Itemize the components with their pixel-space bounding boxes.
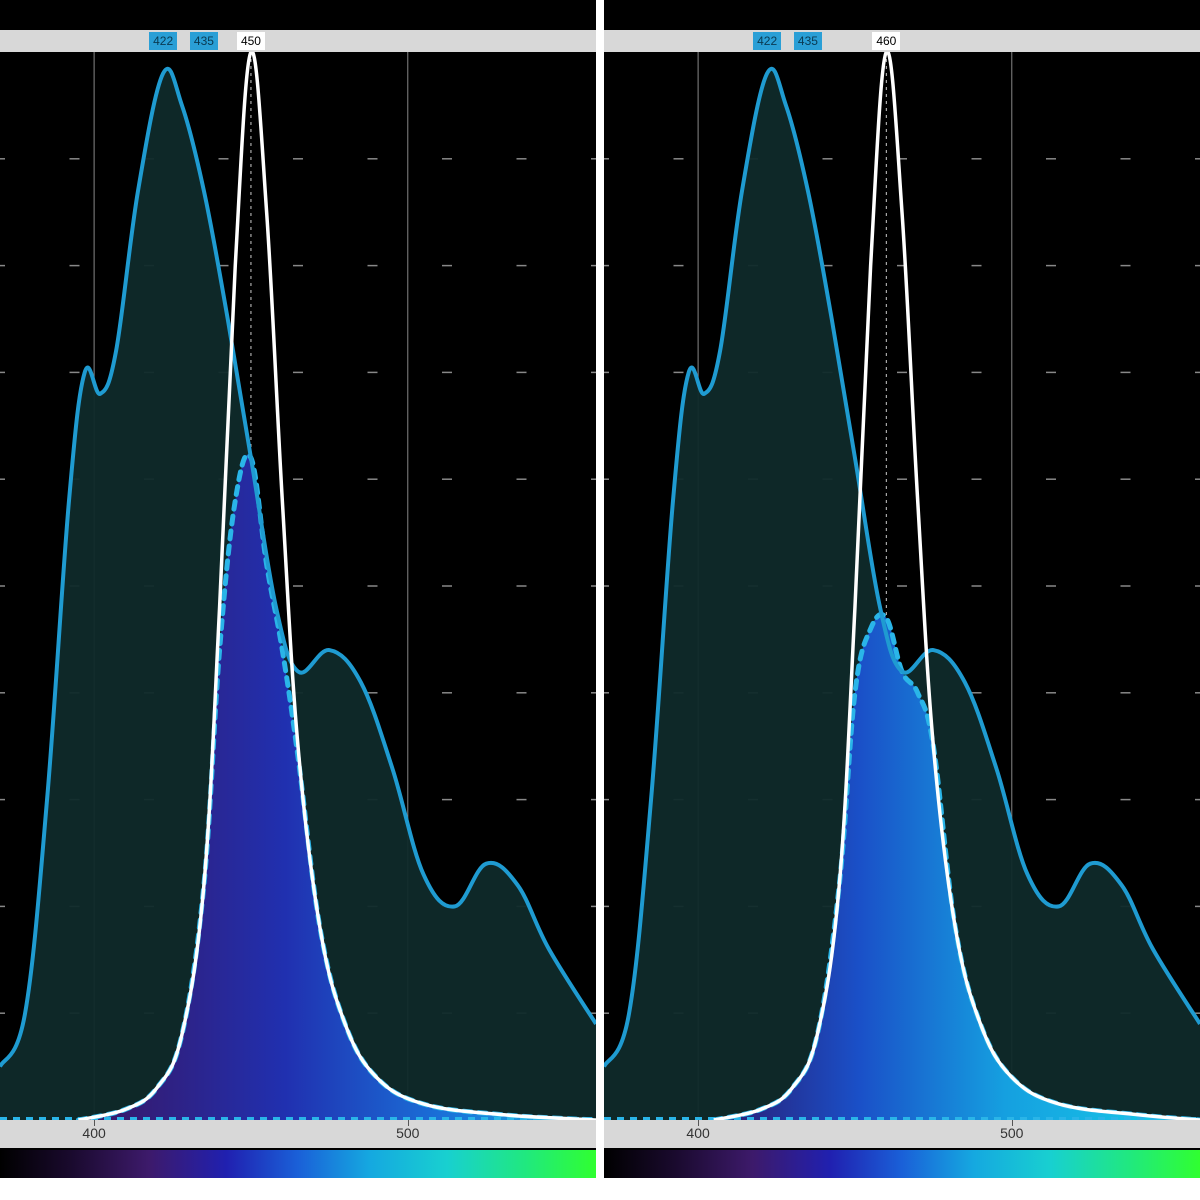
- axis-label-500: 500: [1000, 1125, 1023, 1141]
- axis-label-500: 500: [396, 1125, 419, 1141]
- spectrum-bar: [0, 1150, 596, 1178]
- panel-bottom-strip: [0, 1178, 596, 1200]
- chart-container: 422 435 450 400 500 422 435 460 400 500: [0, 0, 1200, 1200]
- plot-area[interactable]: [604, 52, 1200, 1120]
- x-axis-bar: 400 500: [0, 1120, 596, 1148]
- wavelength-marker-422[interactable]: 422: [753, 32, 781, 50]
- panel-top-strip: [0, 0, 596, 30]
- marker-bar: 422 435 450: [0, 30, 596, 52]
- left-panel: 422 435 450 400 500: [0, 0, 596, 1200]
- wavelength-marker-435[interactable]: 435: [190, 32, 218, 50]
- marker-bar: 422 435 460: [604, 30, 1200, 52]
- axis-label-400: 400: [686, 1125, 709, 1141]
- plot-area[interactable]: [0, 52, 596, 1120]
- panel-top-strip: [604, 0, 1200, 30]
- x-axis-bar: 400 500: [604, 1120, 1200, 1148]
- axis-label-400: 400: [82, 1125, 105, 1141]
- right-panel: 422 435 460 400 500: [604, 0, 1200, 1200]
- wavelength-marker-422[interactable]: 422: [149, 32, 177, 50]
- panel-bottom-strip: [604, 1178, 1200, 1200]
- spectrum-bar: [604, 1150, 1200, 1178]
- wavelength-marker-450[interactable]: 450: [237, 32, 265, 50]
- wavelength-marker-435[interactable]: 435: [794, 32, 822, 50]
- wavelength-marker-460[interactable]: 460: [872, 32, 900, 50]
